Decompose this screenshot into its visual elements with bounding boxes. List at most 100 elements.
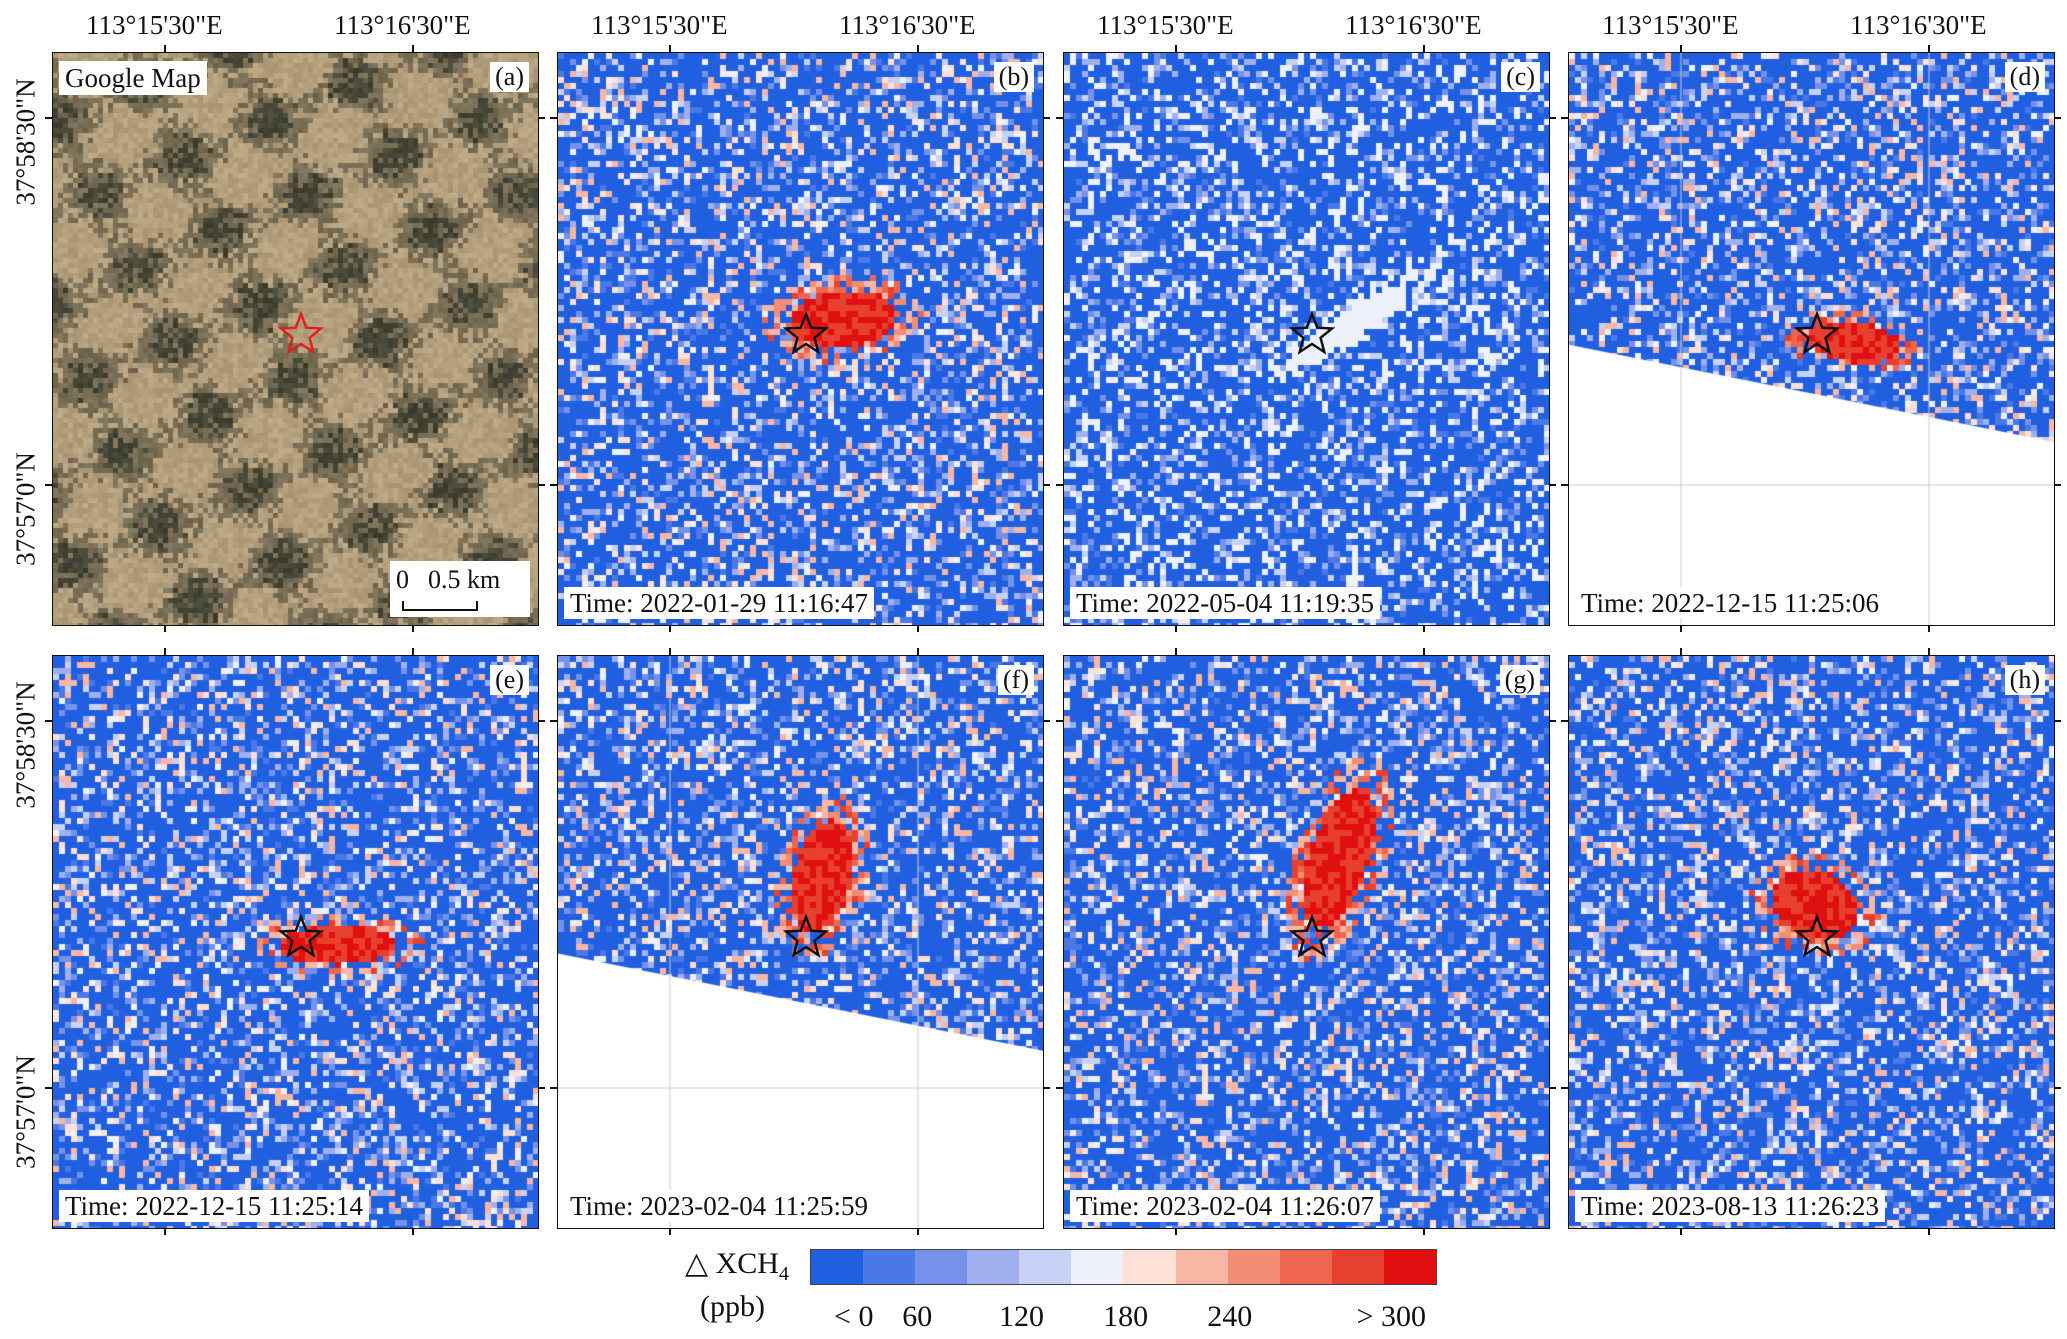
axis-tick bbox=[164, 625, 166, 632]
axis-tick bbox=[550, 1087, 557, 1089]
map-panel-h: (h) Time: 2023-08-13 11:26:23 bbox=[1568, 655, 2055, 1229]
panel-title: Google Map bbox=[59, 61, 207, 95]
axis-tick bbox=[412, 1228, 414, 1235]
panel-letter: (b) bbox=[993, 62, 1034, 92]
source-star-icon bbox=[782, 913, 830, 958]
panel-letter: (d) bbox=[2004, 62, 2045, 92]
colorbar-swatch bbox=[1279, 1250, 1332, 1284]
map-panel-b: (b) Time: 2022-01-29 11:16:47 bbox=[557, 52, 1044, 626]
xch4-raster bbox=[558, 656, 1043, 1228]
axis-tick bbox=[1043, 720, 1050, 722]
axis-tick bbox=[2054, 1087, 2061, 1089]
axis-tick bbox=[164, 1228, 166, 1235]
axis-tick bbox=[45, 484, 52, 486]
axis-tick bbox=[538, 1087, 545, 1089]
source-star-icon bbox=[782, 310, 830, 355]
axis-tick bbox=[45, 1087, 52, 1089]
colorbar-swatch bbox=[1019, 1250, 1072, 1284]
axis-tick bbox=[550, 720, 557, 722]
colorbar-tick-label: < 0 bbox=[834, 1300, 874, 1333]
colorbar bbox=[810, 1249, 1437, 1285]
colorbar-swatch bbox=[811, 1250, 864, 1284]
axis-tick bbox=[1561, 720, 1568, 722]
axis-tick bbox=[45, 117, 52, 119]
axis-tick bbox=[1680, 648, 1682, 655]
panel-letter: (f) bbox=[998, 665, 1034, 695]
source-star-icon bbox=[1793, 913, 1841, 958]
axis-tick bbox=[538, 484, 545, 486]
axis-tick bbox=[1175, 1228, 1177, 1235]
panel-letter: (a) bbox=[490, 62, 529, 92]
axis-tick bbox=[669, 648, 671, 655]
axis-tick bbox=[1928, 648, 1930, 655]
axis-tick bbox=[2054, 117, 2061, 119]
timestamp-label: Time: 2023-02-04 11:25:59 bbox=[564, 1190, 875, 1222]
axis-tick bbox=[45, 720, 52, 722]
axis-tick bbox=[538, 117, 545, 119]
latitude-label: 37°57'0"N bbox=[10, 452, 41, 566]
xch4-raster bbox=[1569, 656, 2054, 1228]
axis-tick bbox=[1680, 1228, 1682, 1235]
axis-tick bbox=[1561, 484, 1568, 486]
map-panel-e: (e) Time: 2022-12-15 11:25:14 bbox=[52, 655, 539, 1229]
longitude-label: 113°15'30"E bbox=[1097, 10, 1234, 40]
axis-tick bbox=[2054, 720, 2061, 722]
axis-tick bbox=[1056, 117, 1063, 119]
colorbar-swatch bbox=[863, 1250, 916, 1284]
scale-zero-label: 0 bbox=[396, 565, 409, 594]
axis-tick bbox=[917, 45, 919, 52]
axis-tick bbox=[1175, 45, 1177, 52]
axis-tick bbox=[1928, 625, 1930, 632]
longitude-label: 113°16'30"E bbox=[1345, 10, 1482, 40]
axis-tick bbox=[1423, 1228, 1425, 1235]
colorbar-tick-label: 240 bbox=[1207, 1300, 1253, 1333]
colorbar-swatch bbox=[1227, 1250, 1280, 1284]
colorbar-tick-label: > 300 bbox=[1356, 1300, 1426, 1333]
longitude-label: 113°15'30"E bbox=[591, 10, 728, 40]
colorbar-tick-label: 60 bbox=[902, 1300, 933, 1333]
colorbar-swatch bbox=[1071, 1250, 1124, 1284]
latitude-label: 37°58'30"N bbox=[10, 681, 41, 809]
latitude-label: 37°58'30"N bbox=[10, 78, 41, 206]
panel-letter: (e) bbox=[490, 665, 529, 695]
colorbar-unit: (ppb) bbox=[700, 1290, 765, 1323]
map-panel-a: (a) Google Map 0 0.5 km bbox=[52, 52, 539, 626]
map-panel-f: (f) Time: 2023-02-04 11:25:59 bbox=[557, 655, 1044, 1229]
map-panel-c: (c) Time: 2022-05-04 11:19:35 bbox=[1063, 52, 1550, 626]
colorbar-swatch bbox=[967, 1250, 1020, 1284]
source-star-icon bbox=[1288, 913, 1336, 958]
colorbar-swatch bbox=[915, 1250, 968, 1284]
axis-tick bbox=[1043, 1087, 1050, 1089]
axis-tick bbox=[164, 648, 166, 655]
axis-tick bbox=[1043, 117, 1050, 119]
scale-line bbox=[402, 601, 478, 611]
xch4-raster bbox=[53, 656, 538, 1228]
axis-tick bbox=[1056, 484, 1063, 486]
longitude-label: 113°15'30"E bbox=[86, 10, 223, 40]
longitude-label: 113°16'30"E bbox=[1850, 10, 1987, 40]
axis-tick bbox=[1680, 45, 1682, 52]
axis-tick bbox=[412, 625, 414, 632]
xch4-raster bbox=[1064, 53, 1549, 625]
longitude-label: 113°16'30"E bbox=[334, 10, 471, 40]
panel-letter: (c) bbox=[1501, 62, 1540, 92]
colorbar-tick-label: 180 bbox=[1103, 1300, 1149, 1333]
axis-tick bbox=[1549, 1087, 1556, 1089]
axis-tick bbox=[550, 484, 557, 486]
axis-tick bbox=[1423, 45, 1425, 52]
axis-tick bbox=[1056, 1087, 1063, 1089]
latitude-label: 37°57'0"N bbox=[10, 1055, 41, 1169]
axis-tick bbox=[2054, 484, 2061, 486]
axis-tick bbox=[538, 720, 545, 722]
axis-tick bbox=[1175, 625, 1177, 632]
timestamp-label: Time: 2023-02-04 11:26:07 bbox=[1070, 1190, 1381, 1222]
axis-tick bbox=[1549, 720, 1556, 722]
axis-tick bbox=[669, 1228, 671, 1235]
axis-tick bbox=[1549, 117, 1556, 119]
panel-letter: (g) bbox=[1499, 665, 1540, 695]
source-star-icon bbox=[1288, 310, 1336, 355]
axis-tick bbox=[1056, 720, 1063, 722]
axis-tick bbox=[1043, 484, 1050, 486]
axis-tick bbox=[412, 45, 414, 52]
axis-tick bbox=[1561, 117, 1568, 119]
